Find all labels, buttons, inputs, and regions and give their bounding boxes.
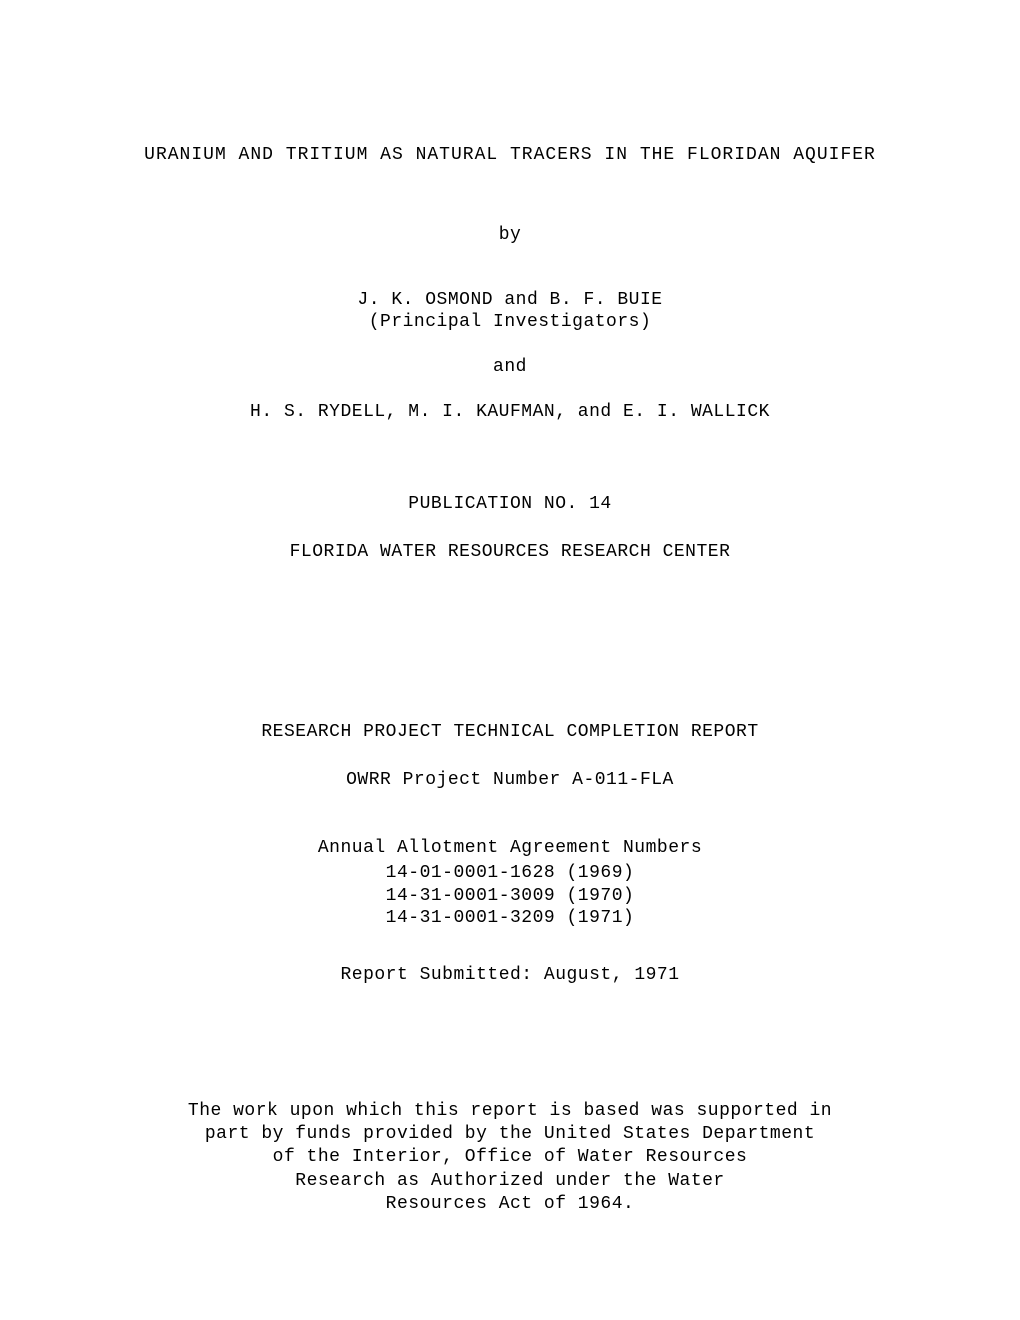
and-conjunction: and bbox=[0, 357, 1020, 377]
primary-authors: J. K. OSMOND and B. F. BUIE bbox=[0, 290, 1020, 310]
by-line: by bbox=[0, 225, 1020, 245]
research-center-name: FLORIDA WATER RESOURCES RESEARCH CENTER bbox=[0, 542, 1020, 562]
funding-line: of the Interior, Office of Water Resourc… bbox=[140, 1146, 880, 1169]
publication-number: PUBLICATION NO. 14 bbox=[0, 494, 1020, 514]
funding-line: Research as Authorized under the Water bbox=[140, 1170, 880, 1193]
funding-line: part by funds provided by the United Sta… bbox=[140, 1123, 880, 1146]
report-submitted-date: Report Submitted: August, 1971 bbox=[0, 965, 1020, 985]
document-page: URANIUM AND TRITIUM AS NATURAL TRACERS I… bbox=[0, 0, 1020, 1216]
author-role: (Principal Investigators) bbox=[0, 312, 1020, 332]
agreement-item: 14-31-0001-3209 (1971) bbox=[0, 907, 1020, 930]
secondary-authors: H. S. RYDELL, M. I. KAUFMAN, and E. I. W… bbox=[0, 402, 1020, 422]
funding-line: Resources Act of 1964. bbox=[140, 1193, 880, 1216]
agreement-header: Annual Allotment Agreement Numbers bbox=[0, 838, 1020, 858]
report-type: RESEARCH PROJECT TECHNICAL COMPLETION RE… bbox=[0, 722, 1020, 742]
document-title: URANIUM AND TRITIUM AS NATURAL TRACERS I… bbox=[0, 145, 1020, 165]
project-number: OWRR Project Number A-011-FLA bbox=[0, 770, 1020, 790]
agreement-item: 14-01-0001-1628 (1969) bbox=[0, 862, 1020, 885]
funding-statement: The work upon which this report is based… bbox=[0, 1100, 1020, 1217]
funding-line: The work upon which this report is based… bbox=[140, 1100, 880, 1123]
agreement-block: 14-01-0001-1628 (1969) 14-31-0001-3009 (… bbox=[0, 862, 1020, 930]
agreement-item: 14-31-0001-3009 (1970) bbox=[0, 885, 1020, 908]
